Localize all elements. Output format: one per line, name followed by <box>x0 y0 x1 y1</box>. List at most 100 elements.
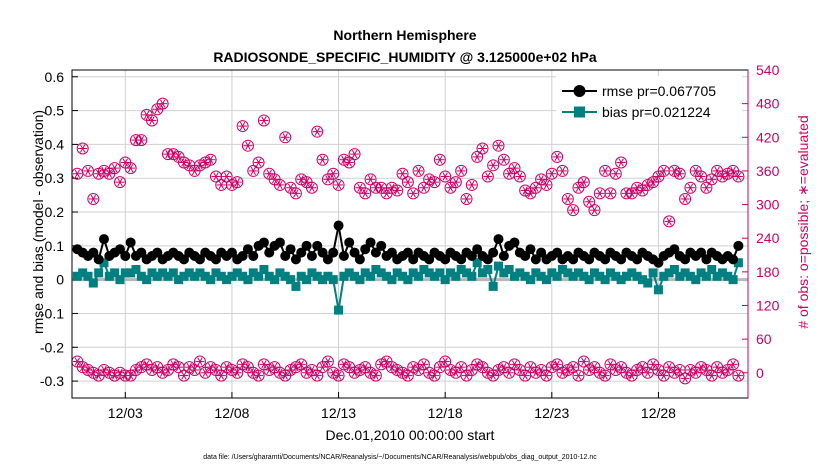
obs-possible-marker-star <box>389 183 395 192</box>
obs-possible-marker-star <box>191 166 198 176</box>
obs-possible-marker-star <box>538 175 544 184</box>
bias-marker <box>467 271 477 281</box>
obs-evaluated-marker-star <box>501 363 507 372</box>
rmse-marker <box>408 254 419 265</box>
obs-evaluated-marker <box>417 358 430 371</box>
obs-possible-marker-ring <box>87 192 100 205</box>
obs-evaluated-marker-star <box>362 363 368 372</box>
obs-possible-marker-star <box>394 186 400 195</box>
bias-marker <box>584 275 594 285</box>
bias-marker <box>707 265 717 275</box>
obs-evaluated-marker-star <box>447 365 454 375</box>
y-axis-left-label: rmse and bias (model - observation) <box>30 110 46 334</box>
obs-evaluated-marker-ring <box>732 369 745 382</box>
bias-marker <box>179 271 189 281</box>
obs-possible-marker-star <box>101 166 107 176</box>
obs-evaluated-marker-star <box>213 365 219 375</box>
obs-possible-marker-star <box>282 133 288 142</box>
bias-marker <box>264 271 274 281</box>
x-tick-label: 12/03 <box>108 405 143 421</box>
obs-possible-marker-star <box>325 175 331 184</box>
obs-evaluated-marker-star <box>218 371 224 380</box>
obs-possible-marker-ring <box>417 181 430 194</box>
obs-possible-marker <box>615 156 628 169</box>
obs-evaluated-marker-star <box>367 368 374 377</box>
bias-marker <box>366 271 376 281</box>
obs-evaluated-marker-star <box>570 363 576 372</box>
obs-possible-marker-star <box>117 177 123 187</box>
obs-possible-marker-star <box>341 155 347 164</box>
bias-marker <box>664 268 674 278</box>
obs-evaluated-marker-star <box>197 357 203 366</box>
plot-area <box>72 70 748 398</box>
rmse-marker <box>552 247 563 258</box>
obs-evaluated-marker-star <box>255 371 262 380</box>
y-left-tick-label: 0.6 <box>45 69 65 85</box>
rmse-marker <box>696 247 707 258</box>
obs-possible-marker <box>476 142 489 155</box>
obs-evaluated-marker-star <box>629 371 635 380</box>
obs-possible-marker-star <box>303 177 310 187</box>
obs-evaluated-marker-star <box>655 365 662 375</box>
bias-marker <box>232 268 242 278</box>
obs-possible-marker-star <box>175 152 182 162</box>
obs-possible-marker <box>444 181 457 194</box>
obs-possible-marker <box>252 156 265 169</box>
obs-evaluated-marker-ring <box>577 355 590 368</box>
obs-evaluated-marker-star <box>181 371 187 380</box>
rmse-marker <box>152 247 163 258</box>
obs-possible-marker-star <box>367 175 374 184</box>
bias-marker <box>392 268 402 278</box>
obs-possible-marker-ring <box>231 176 244 189</box>
y-right-tick-label: 240 <box>756 230 780 246</box>
obs-possible-marker-ring <box>236 120 249 133</box>
bias-marker <box>541 275 551 285</box>
obs-evaluated-marker-star <box>394 365 400 375</box>
obs-possible-marker-star <box>234 177 240 187</box>
obs-evaluated-marker <box>401 369 414 382</box>
bias-marker <box>254 271 264 281</box>
obs-possible-marker <box>481 170 494 183</box>
obs-possible-marker-ring <box>247 164 260 177</box>
obs-possible-marker <box>108 162 121 175</box>
obs-possible-marker-star <box>437 155 443 164</box>
bias-marker <box>350 271 360 281</box>
bias-marker <box>259 265 269 275</box>
obs-possible-marker-star <box>431 177 438 187</box>
obs-evaluated-marker <box>252 369 265 382</box>
bias-marker <box>488 281 498 291</box>
bias-marker <box>627 268 637 278</box>
obs-possible-marker-ring <box>108 162 121 175</box>
obs-evaluated-marker <box>599 369 612 382</box>
obs-possible-marker-star <box>378 183 384 192</box>
rmse-marker <box>210 254 221 265</box>
rmse-marker <box>600 254 611 265</box>
y-left-tick-label: 0.2 <box>45 204 65 220</box>
x-tick-label: 12/28 <box>641 405 676 421</box>
obs-possible-marker-star <box>298 175 304 184</box>
obs-possible-marker-ring <box>113 176 126 189</box>
bias-marker <box>142 275 152 285</box>
obs-evaluated-marker <box>625 369 638 382</box>
obs-evaluated-marker-ring <box>567 361 580 374</box>
x-tick-label: 12/13 <box>321 405 356 421</box>
obs-evaluated-marker-star <box>426 368 432 377</box>
bias-marker <box>312 271 322 281</box>
obs-evaluated-marker-star <box>575 371 582 380</box>
rmse-marker <box>349 247 360 258</box>
obs-possible-marker-star <box>613 169 619 178</box>
obs-evaluated-marker-star <box>191 365 198 375</box>
bias-marker <box>568 271 578 281</box>
obs-evaluated-marker-star <box>431 371 438 380</box>
bias-marker <box>398 271 408 281</box>
obs-possible-marker <box>348 148 361 161</box>
obs-evaluated-marker-star <box>309 365 315 375</box>
obs-possible-marker-star <box>549 169 555 178</box>
rmse-marker <box>93 254 104 265</box>
rmse-marker <box>242 244 253 255</box>
bias-marker <box>675 271 685 281</box>
legend-bias-marker <box>574 106 585 118</box>
bias-marker <box>579 271 589 281</box>
bias-marker <box>291 281 301 291</box>
bias-marker <box>307 268 317 278</box>
